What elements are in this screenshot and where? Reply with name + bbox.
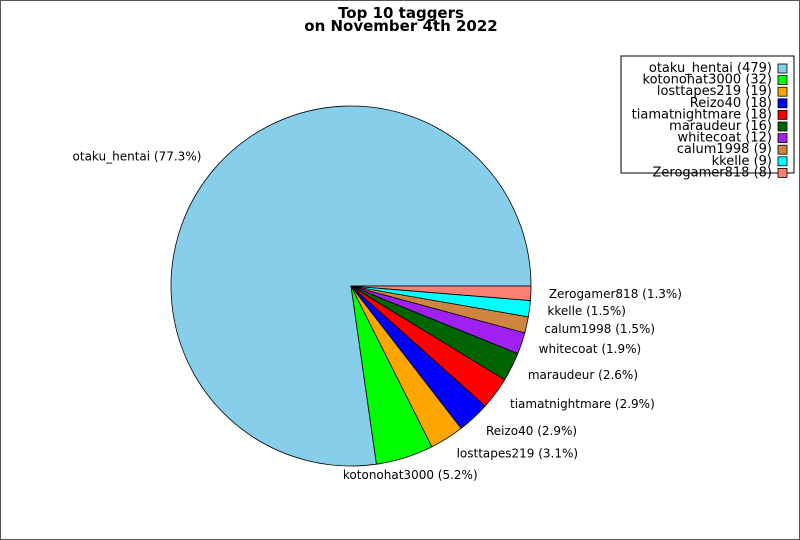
slice-label-tiamatnightmare: tiamatnightmare (2.9%) xyxy=(510,397,655,411)
legend-swatch-maraudeur xyxy=(777,121,788,132)
pie-slice-otaku_hentai xyxy=(170,105,532,467)
legend-label-tiamatnightmare: tiamatnightmare (18) xyxy=(632,107,772,122)
legend-label-maraudeur: maraudeur (16) xyxy=(669,119,772,134)
slice-label-calum1998: calum1998 (1.5%) xyxy=(544,322,655,336)
slice-label-whitecoat: whitecoat (1.9%) xyxy=(539,342,642,356)
legend-swatch-otaku_hentai xyxy=(777,63,788,74)
slice-label-maraudeur: maraudeur (2.6%) xyxy=(528,368,638,382)
legend-label-calum1998: calum1998 (9) xyxy=(677,142,772,157)
legend-swatch-whitecoat xyxy=(777,133,788,144)
legend-swatch-tiamatnightmare xyxy=(777,110,788,120)
legend-swatch-losttapes219 xyxy=(777,86,788,97)
slice-label-losttapes219: losttapes219 (3.1%) xyxy=(457,446,579,460)
chart-title-line-2: on November 4th 2022 xyxy=(304,17,497,35)
legend-label-otaku_hentai: otaku_hentai (479) xyxy=(649,61,772,76)
legend-swatch-Reizo40 xyxy=(777,98,788,109)
slice-label-Reizo40: Reizo40 (2.9%) xyxy=(486,424,577,438)
legend-swatch-kkelle xyxy=(777,156,788,167)
legend-label-Zerogamer818: Zerogamer818 (8) xyxy=(652,165,772,180)
legend-label-losttapes219: losttapes219 (19) xyxy=(657,84,772,99)
legend-box xyxy=(620,55,795,174)
slice-label-otaku_hentai: otaku_hentai (77.3%) xyxy=(73,149,202,163)
legend-swatch-kotonohat3000 xyxy=(777,75,788,85)
legend-swatch-Zerogamer818 xyxy=(777,167,788,178)
pie-slice-Zerogamer818 xyxy=(350,285,532,302)
legend-label-kotonohat3000: kotonohat3000 (32) xyxy=(643,73,772,88)
legend-label-whitecoat: whitecoat (12) xyxy=(677,131,772,146)
slice-label-kkelle: kkelle (1.5%) xyxy=(547,304,626,318)
chart-title-line-1: Top 10 taggers xyxy=(338,4,464,22)
slice-label-kotonohat3000: kotonohat3000 (5.2%) xyxy=(343,468,478,482)
legend-label-kkelle: kkelle (9) xyxy=(712,154,772,169)
slice-label-Zerogamer818: Zerogamer818 (1.3%) xyxy=(549,287,682,301)
legend: otaku_hentai (479)kotonohat3000 (32)lost… xyxy=(620,55,795,180)
legend-swatch-calum1998 xyxy=(777,144,788,155)
legend-label-Reizo40: Reizo40 (18) xyxy=(690,96,772,111)
